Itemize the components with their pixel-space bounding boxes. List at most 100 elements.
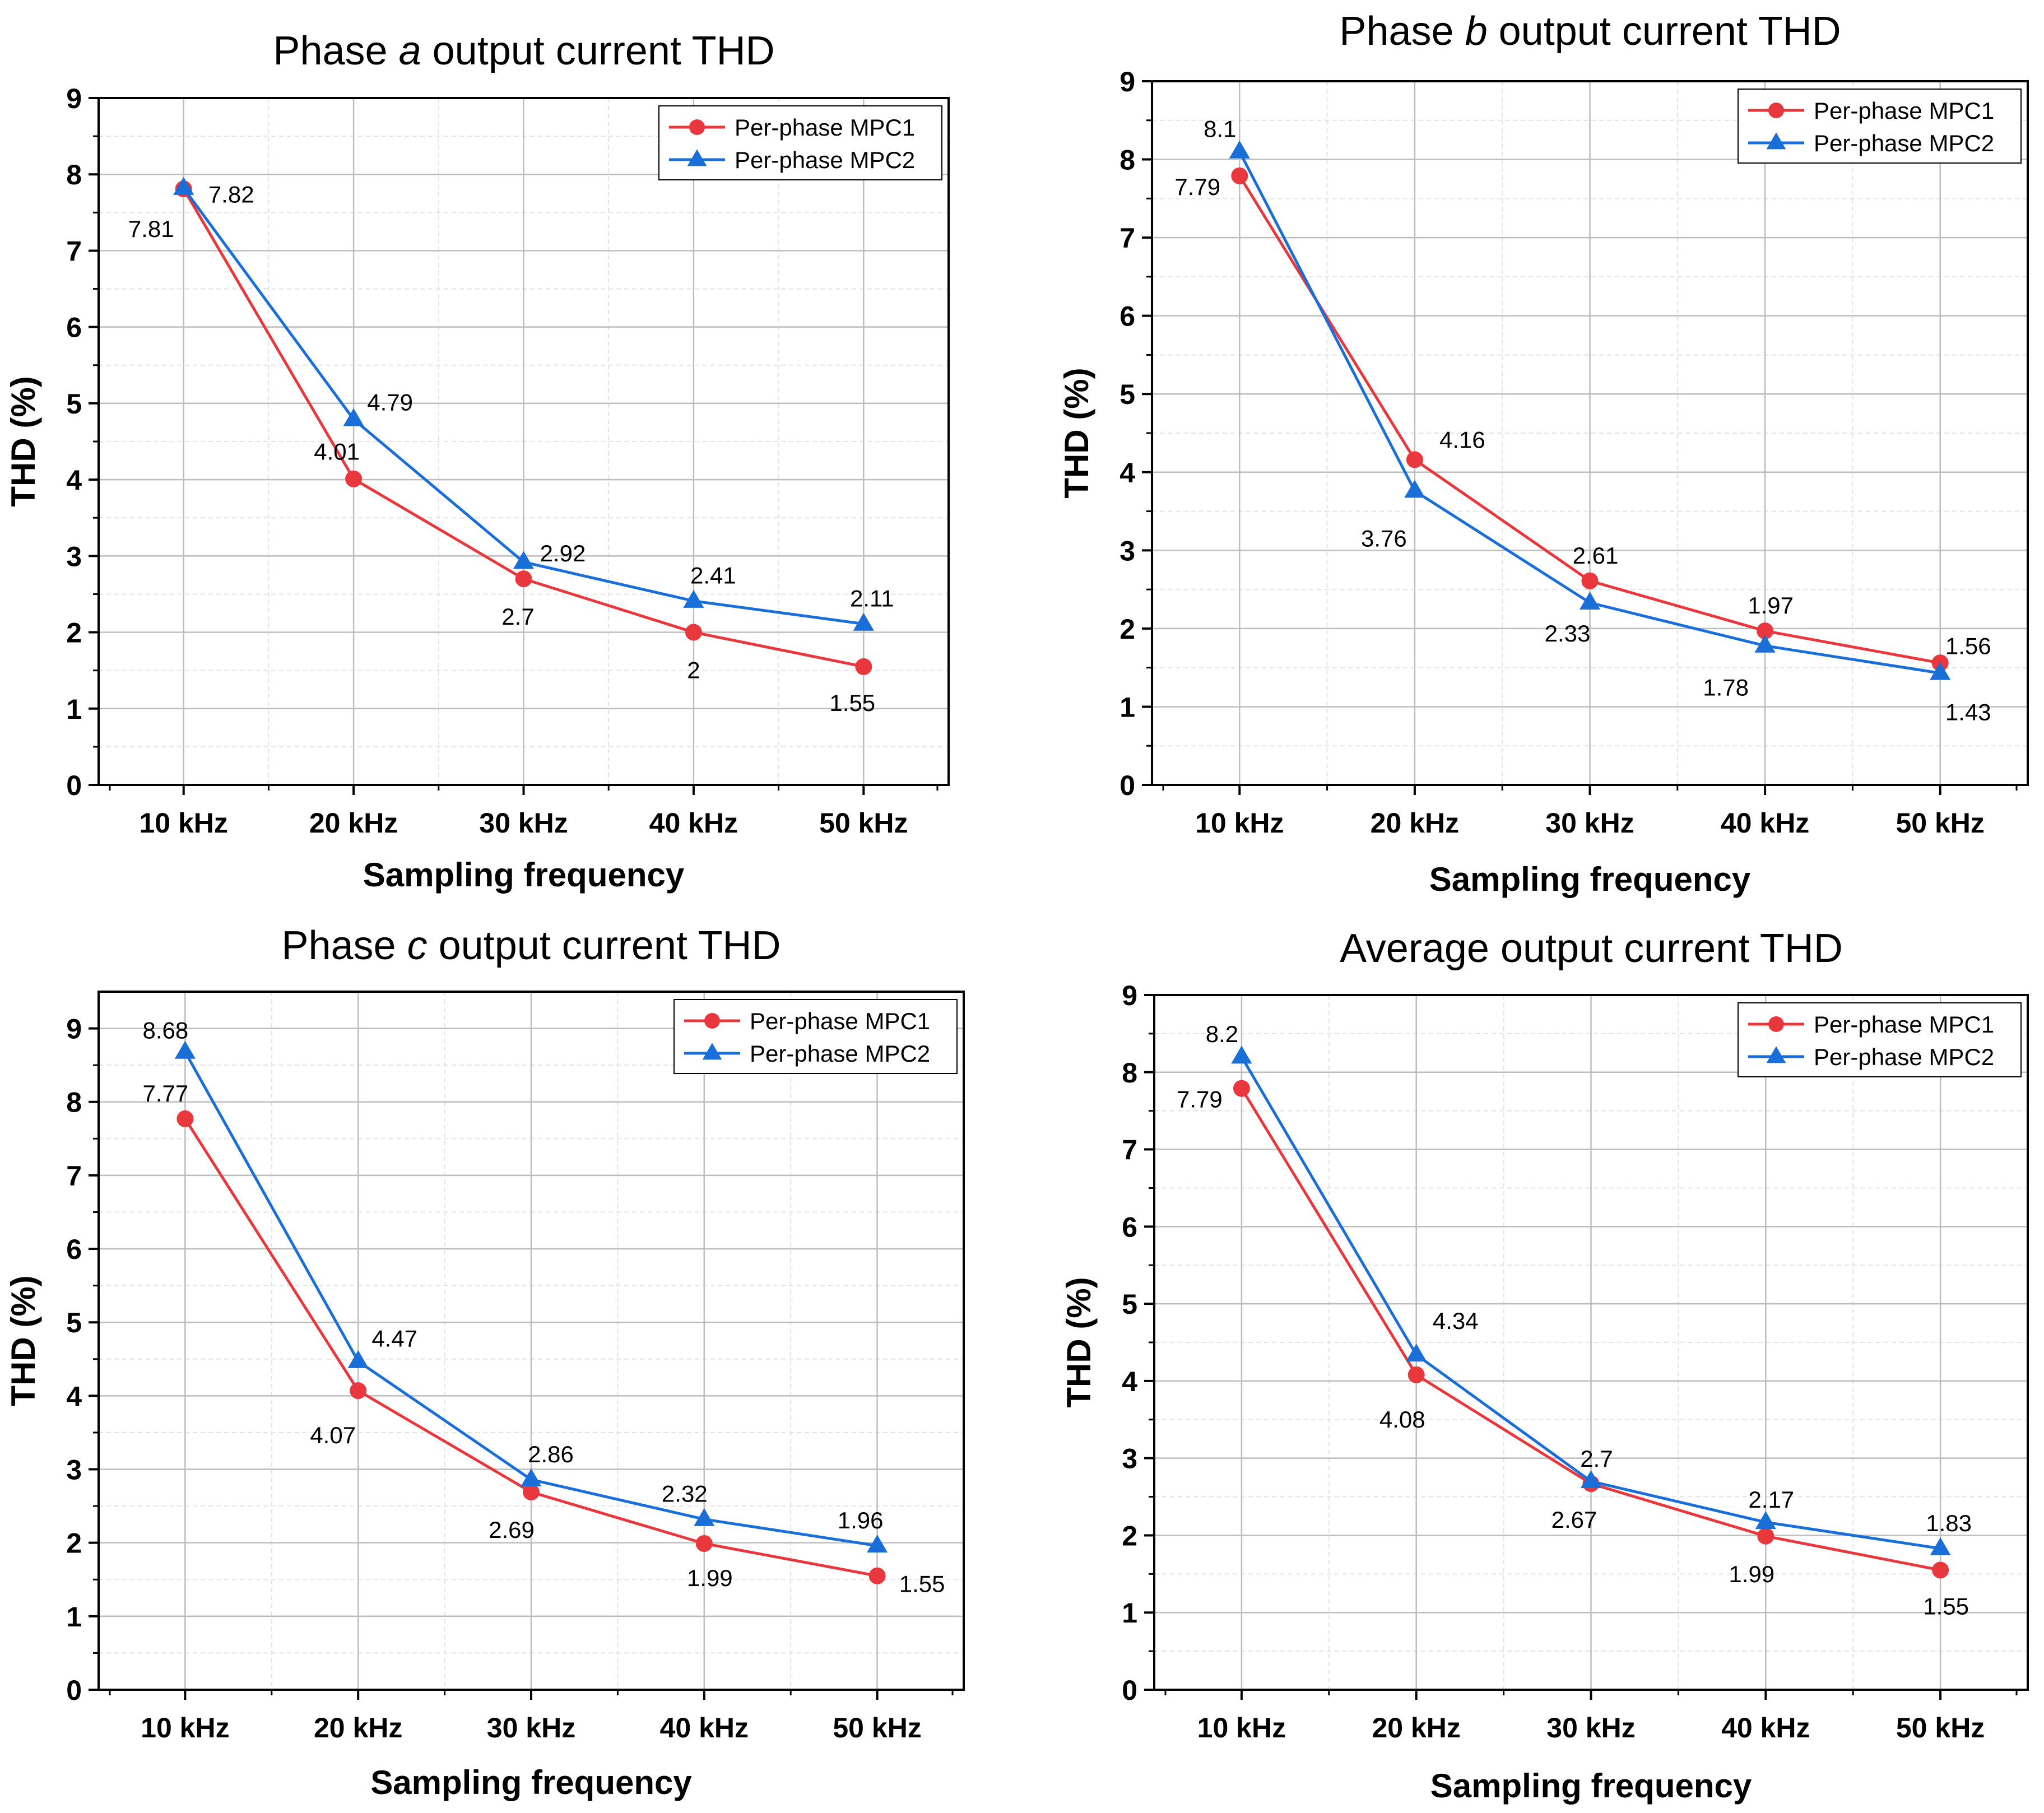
y-tick-label: 0 bbox=[1122, 1675, 1137, 1706]
data-label: 3.76 bbox=[1361, 525, 1407, 551]
y-tick-label: 1 bbox=[66, 1601, 82, 1633]
data-label: 2.67 bbox=[1551, 1507, 1597, 1533]
y-tick-label: 9 bbox=[66, 83, 82, 114]
legend-marker-triangle bbox=[1766, 132, 1786, 150]
x-tick-label: 30 kHz bbox=[1545, 807, 1634, 839]
data-label: 1.78 bbox=[1703, 675, 1749, 701]
y-axis-label: THD (%) bbox=[1058, 368, 1095, 498]
y-tick-label: 9 bbox=[66, 1014, 82, 1045]
y-tick-label: 5 bbox=[1122, 1289, 1137, 1320]
legend-marker-triangle bbox=[1766, 1046, 1786, 1063]
y-tick-label: 6 bbox=[1122, 1211, 1137, 1243]
y-tick-label: 5 bbox=[1119, 379, 1135, 410]
y-tick-label: 9 bbox=[1122, 980, 1137, 1011]
y-tick-label: 8 bbox=[1122, 1057, 1137, 1089]
legend-label: Per-phase MPC1 bbox=[735, 114, 915, 141]
y-tick-label: 3 bbox=[66, 541, 82, 572]
x-tick-label: 20 kHz bbox=[1371, 807, 1459, 839]
data-label: 4.16 bbox=[1439, 426, 1485, 453]
y-tick-label: 8 bbox=[66, 159, 82, 190]
x-tick-label: 30 kHz bbox=[487, 1712, 575, 1744]
data-point-mpc2 bbox=[1229, 140, 1250, 159]
legend-label: Per-phase MPC2 bbox=[1814, 130, 1994, 156]
data-label: 1.56 bbox=[1945, 633, 1991, 659]
y-tick-label: 2 bbox=[66, 1528, 82, 1559]
legend: Per-phase MPC1 Per-phase MPC2 bbox=[658, 105, 942, 180]
data-label: 2.86 bbox=[528, 1441, 574, 1467]
x-tick-label: 10 kHz bbox=[1197, 1712, 1286, 1744]
x-tick-label: 20 kHz bbox=[309, 807, 398, 839]
y-tick-label: 0 bbox=[66, 770, 82, 801]
x-tick-label: 10 kHz bbox=[1195, 807, 1284, 839]
y-tick-label: 6 bbox=[66, 312, 82, 343]
y-tick-label: 1 bbox=[66, 694, 82, 725]
data-point-mpc1 bbox=[695, 1535, 713, 1552]
x-axis-label: Sampling frequency bbox=[370, 1764, 692, 1801]
y-tick-label: 9 bbox=[1119, 66, 1135, 97]
data-point-mpc1 bbox=[523, 1484, 540, 1501]
data-point-mpc1 bbox=[345, 470, 363, 487]
data-label: 7.79 bbox=[1174, 174, 1220, 200]
y-axis-label: THD (%) bbox=[4, 1275, 42, 1406]
data-point-mpc1 bbox=[1231, 167, 1248, 184]
data-label: 4.01 bbox=[314, 439, 360, 465]
legend-label: Per-phase MPC2 bbox=[750, 1040, 930, 1067]
data-label: 1.43 bbox=[1945, 699, 1991, 725]
y-tick-label: 3 bbox=[1119, 535, 1135, 566]
legend-marker-circle bbox=[1768, 103, 1784, 118]
y-tick-label: 1 bbox=[1119, 691, 1135, 723]
x-tick-label: 40 kHz bbox=[1721, 807, 1809, 839]
data-label: 2.69 bbox=[489, 1517, 535, 1543]
data-label: 4.34 bbox=[1433, 1308, 1479, 1334]
data-label: 2.11 bbox=[850, 585, 894, 612]
data-label: 2.41 bbox=[690, 563, 736, 589]
data-label: 1.83 bbox=[1926, 1510, 1972, 1536]
legend-marker-circle bbox=[704, 1013, 720, 1029]
y-tick-label: 7 bbox=[1122, 1135, 1137, 1166]
y-axis-label: THD (%) bbox=[1060, 1277, 1098, 1407]
y-tick-label: 7 bbox=[1119, 222, 1135, 254]
y-tick-label: 4 bbox=[66, 464, 82, 496]
data-point-mpc1 bbox=[515, 570, 532, 588]
y-tick-label: 7 bbox=[66, 235, 82, 267]
x-tick-label: 30 kHz bbox=[479, 807, 568, 839]
legend-box bbox=[658, 105, 942, 180]
y-tick-label: 5 bbox=[66, 1307, 82, 1338]
data-label: 2.32 bbox=[662, 1481, 708, 1507]
data-point-mpc2 bbox=[1930, 662, 1951, 680]
data-label: 2 bbox=[687, 657, 700, 684]
chart-title: Phase b output current THD bbox=[1339, 9, 1841, 54]
y-tick-label: 2 bbox=[1119, 613, 1135, 645]
data-point-mpc2 bbox=[1231, 1045, 1252, 1064]
data-label: 2.17 bbox=[1748, 1486, 1794, 1513]
data-point-mpc2 bbox=[343, 408, 364, 426]
legend-label: Per-phase MPC2 bbox=[1814, 1044, 1994, 1070]
x-axis-label: Sampling frequency bbox=[1430, 1767, 1752, 1805]
data-point-mpc2 bbox=[683, 589, 704, 608]
data-point-mpc2 bbox=[694, 1508, 715, 1526]
data-point-mpc2 bbox=[173, 176, 194, 195]
data-point-mpc2 bbox=[1580, 1470, 1602, 1489]
legend-marker-triangle bbox=[687, 149, 707, 166]
data-point-mpc2 bbox=[1754, 634, 1776, 653]
x-tick-label: 20 kHz bbox=[314, 1712, 402, 1744]
data-label: 1.96 bbox=[838, 1507, 884, 1533]
chart-title: Phase c output current THD bbox=[281, 923, 781, 968]
x-tick-label: 40 kHz bbox=[649, 807, 738, 839]
data-label: 1.55 bbox=[829, 690, 875, 716]
data-point-mpc2 bbox=[867, 1535, 888, 1553]
data-label: 7.77 bbox=[143, 1080, 189, 1107]
chart-panel-4: 0 1 2 3 4 5 6 7 8 9 10 kHz 20 kHz 30 kHz 40 kHz 50 kHz… bbox=[1060, 926, 2029, 1805]
x-axis-label: Sampling frequency bbox=[363, 856, 685, 894]
y-tick-label: 8 bbox=[66, 1087, 82, 1118]
data-point-mpc2 bbox=[1755, 1511, 1776, 1530]
legend-box bbox=[673, 999, 958, 1074]
data-point-mpc1 bbox=[1406, 451, 1423, 468]
data-point-mpc2 bbox=[1579, 591, 1601, 610]
data-label: 8.2 bbox=[1206, 1021, 1238, 1047]
data-point-mpc1 bbox=[350, 1382, 367, 1400]
y-tick-label: 2 bbox=[1122, 1520, 1137, 1551]
x-tick-label: 50 kHz bbox=[833, 1712, 921, 1744]
data-point-mpc2 bbox=[521, 1468, 542, 1487]
